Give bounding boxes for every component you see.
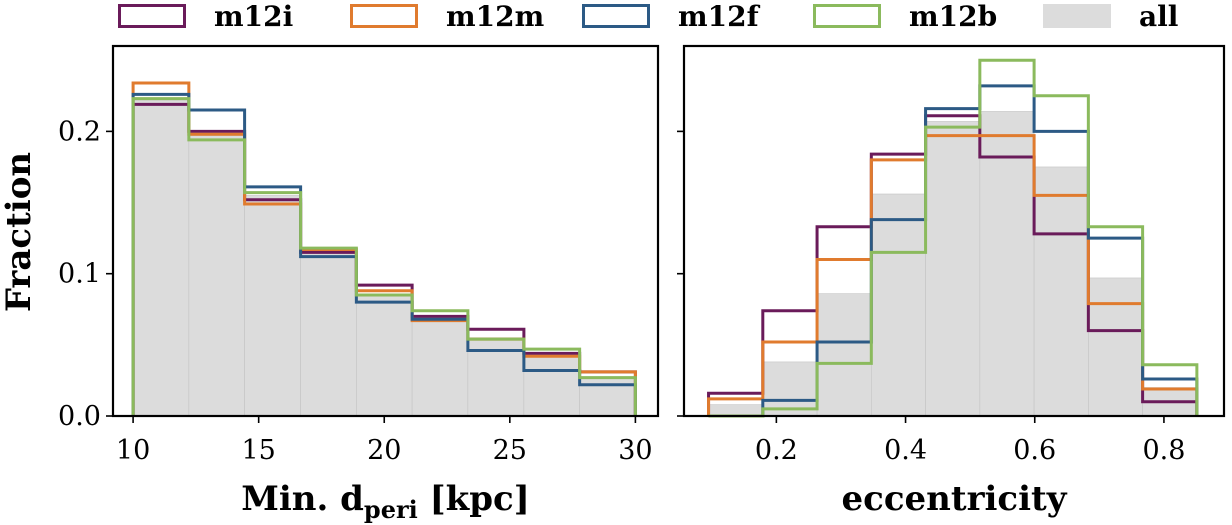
x-tick-label: 15 — [241, 435, 275, 466]
bar-all-1 — [708, 404, 764, 417]
bar-all-3 — [244, 195, 301, 417]
legend: m12i m12m m12f m12b all — [118, 0, 1178, 33]
step-line-m12b — [131, 97, 637, 416]
x-tick-label: 0.6 — [1013, 435, 1056, 466]
bar-all-4 — [300, 252, 357, 417]
legend-label-m12i: m12i — [214, 0, 293, 33]
legend-swatch-m12f — [582, 4, 650, 28]
bar-all-3 — [816, 293, 872, 417]
plot-frame — [111, 44, 660, 418]
step-line-m12i — [131, 102, 637, 416]
bar-all-4 — [871, 193, 926, 417]
x-tick-label: 20 — [367, 435, 401, 466]
step-line-m12b — [708, 58, 1199, 418]
step-line-m12i — [707, 114, 1199, 416]
y-axis-label: Fraction — [0, 152, 39, 312]
bar-all-8 — [1088, 277, 1143, 417]
bar-all-7 — [1033, 166, 1089, 417]
y-tick-label: 0.2 — [58, 116, 101, 147]
step-line-m12f — [131, 92, 637, 416]
bar-all-2 — [188, 135, 245, 417]
bar-all-1 — [132, 99, 190, 417]
legend-swatch-m12m — [350, 4, 418, 28]
x-tick-label: 0.4 — [884, 435, 927, 466]
x-tick-label: 0.8 — [1142, 435, 1185, 466]
step-line-m12m — [131, 81, 637, 416]
y-tick-label: 0.0 — [58, 401, 101, 432]
legend-label-all: all — [1139, 0, 1178, 33]
x-axis-label: eccentricity — [841, 479, 1067, 519]
x-axis-label: Min. dperi [kpc] — [241, 479, 530, 524]
legend-swatch-all — [1043, 4, 1111, 28]
legend-label-m12f: m12f — [678, 0, 761, 33]
x-tick-label: 30 — [618, 435, 652, 466]
bar-all-8 — [523, 354, 580, 417]
legend-label-m12m: m12m — [446, 0, 544, 33]
legend-swatch-m12i — [118, 4, 186, 28]
x-tick-label: 0.2 — [755, 435, 798, 466]
bar-all-5 — [925, 121, 981, 417]
bar-all-6 — [411, 316, 469, 417]
bar-all-5 — [356, 294, 413, 417]
plot-frame — [682, 44, 1226, 418]
x-tick-label: 10 — [116, 435, 150, 466]
x-tick-label: 25 — [493, 435, 527, 466]
panel-min-dperi: 10 15 20 25 30 0.0 0.1 0.2 Min. dperi [kpc] — [58, 44, 660, 524]
panel-eccentricity: 0.2 0.4 0.6 0.8 eccentricity — [677, 44, 1226, 519]
legend-swatch-m12b — [813, 4, 881, 28]
y-tick-label: 0.1 — [58, 259, 101, 290]
legend-label-m12b: m12b — [909, 0, 997, 33]
